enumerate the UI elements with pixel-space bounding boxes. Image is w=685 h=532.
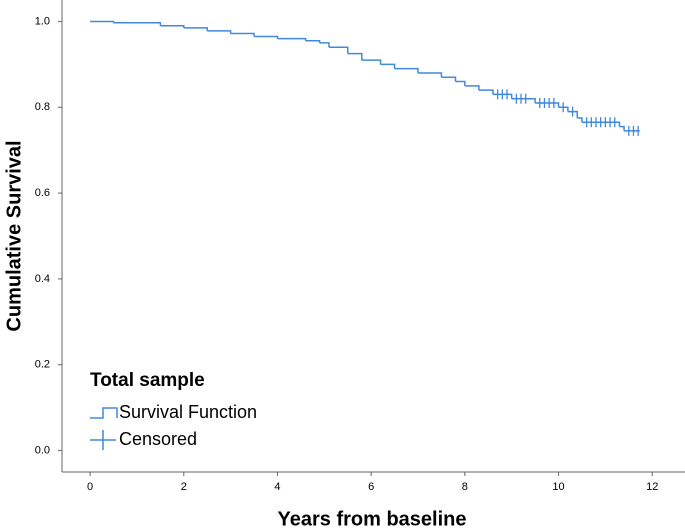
survival-step	[319, 42, 330, 48]
survival-step	[619, 125, 625, 131]
censored-mark	[631, 125, 636, 136]
survival-step	[183, 27, 208, 31]
legend-title: Total sample	[90, 370, 205, 391]
y-tick-label: 0.0	[35, 444, 50, 456]
y-tick-label: 0.2	[35, 359, 50, 371]
survival-step	[90, 20, 115, 23]
x-tick-label: 8	[462, 481, 468, 493]
legend-label: Censored	[119, 429, 197, 449]
censored-mark	[584, 117, 589, 128]
survival-step	[418, 72, 443, 78]
censored-mark	[523, 93, 528, 104]
survival-step	[329, 46, 349, 54]
legend-symbol	[90, 407, 118, 419]
y-tick-label: 0.6	[35, 187, 50, 199]
survival-step	[478, 89, 494, 95]
legend-label: Survival Function	[119, 402, 257, 422]
x-tick-label: 2	[181, 481, 187, 493]
survival-step	[277, 37, 307, 41]
censored-mark	[561, 102, 566, 113]
censored-mark	[598, 117, 603, 128]
censored-mark	[542, 97, 547, 108]
survival-step	[394, 67, 419, 73]
y-axis-title: Cumulative Survival	[3, 140, 25, 331]
survival-step	[577, 117, 583, 123]
x-tick-label: 12	[646, 481, 658, 493]
legend-symbol	[90, 430, 116, 450]
censored-mark	[636, 125, 641, 136]
survival-step	[305, 40, 321, 43]
survival-step	[160, 24, 185, 28]
survival-step	[455, 80, 466, 86]
censored-mark	[603, 117, 608, 128]
censored-mark	[519, 93, 524, 104]
survival-step	[380, 63, 396, 69]
censored-mark	[500, 89, 505, 100]
censored-mark	[537, 97, 542, 108]
survival-step	[347, 52, 363, 61]
survival-step	[361, 59, 382, 65]
survival-step	[207, 30, 232, 34]
x-tick-label: 6	[368, 481, 374, 493]
y-tick-label: 0.8	[35, 101, 50, 113]
censored-mark	[505, 89, 509, 100]
censored-mark	[570, 106, 575, 117]
y-tick-label: 1.0	[35, 15, 50, 27]
survival-step	[441, 76, 457, 82]
x-tick-label: 10	[552, 481, 564, 493]
censored-mark	[612, 117, 617, 128]
survival-step	[464, 85, 480, 91]
survival-step	[254, 35, 279, 39]
survival-step	[113, 21, 162, 26]
censored-mark	[594, 117, 598, 128]
censored-mark	[495, 89, 500, 100]
censored-mark	[547, 97, 552, 108]
y-tick-label: 0.4	[35, 273, 50, 285]
censored-mark	[514, 93, 519, 104]
x-axis-title: Years from baseline	[278, 508, 467, 530]
x-tick-label: 0	[87, 481, 93, 493]
censored-mark	[608, 117, 613, 128]
censored-mark	[589, 117, 594, 128]
censored-mark	[551, 97, 556, 108]
censored-mark	[626, 125, 631, 136]
x-tick-label: 4	[274, 481, 280, 493]
survival-step	[230, 32, 255, 37]
